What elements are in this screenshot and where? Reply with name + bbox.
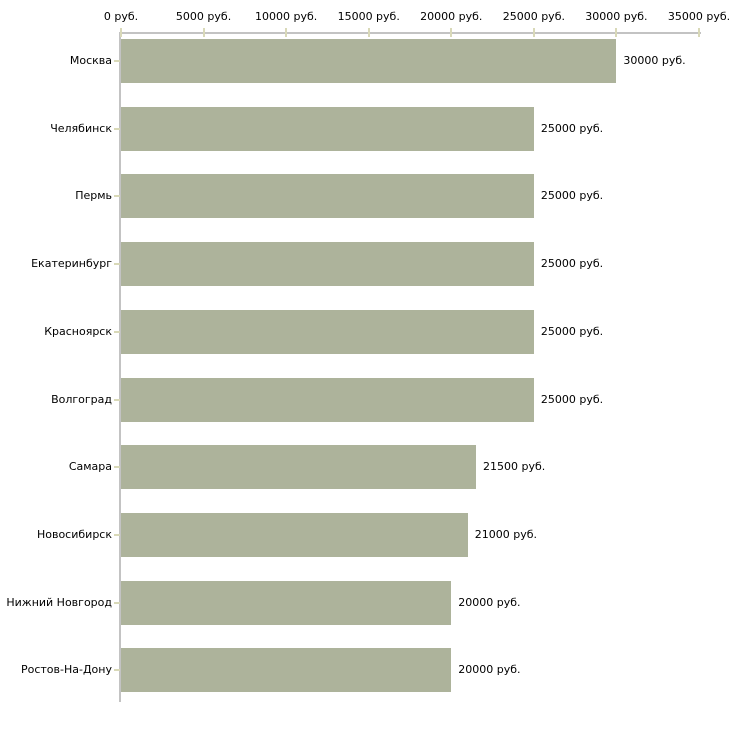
value-label: 25000 руб.	[540, 257, 604, 271]
bar	[121, 512, 468, 557]
value-label: 25000 руб.	[540, 324, 604, 338]
value-label: 21000 руб.	[474, 527, 538, 541]
x-axis-tick	[202, 28, 205, 37]
y-axis-line	[119, 32, 121, 702]
x-axis-tick-label: 35000 руб.	[667, 10, 730, 23]
value-label: 25000 руб.	[540, 189, 604, 203]
category-label: Челябинск	[50, 121, 112, 135]
x-axis-tick-label: 10000 руб.	[255, 10, 318, 23]
bar	[121, 174, 534, 219]
value-label: 30000 руб.	[623, 54, 686, 67]
category-label: Самара	[68, 460, 112, 474]
bar	[121, 445, 477, 490]
category-tick	[114, 195, 120, 198]
x-axis-tick-label: 25000 руб.	[502, 10, 565, 23]
category-label: Красноярск	[44, 324, 112, 338]
category-tick	[114, 466, 120, 469]
x-axis-tick	[450, 28, 453, 37]
category-tick	[114, 127, 120, 130]
category-label: Новосибирск	[36, 527, 112, 541]
category-tick	[114, 330, 120, 333]
value-label: 20000 руб.	[458, 595, 521, 609]
x-axis-tick	[367, 28, 370, 37]
x-axis-tick	[120, 28, 122, 37]
bar	[121, 106, 534, 151]
x-axis-tick-label: 5000 руб.	[175, 10, 232, 23]
category-tick	[114, 263, 120, 266]
x-axis-tick-label: 30000 руб.	[585, 10, 648, 23]
value-label: 25000 руб.	[540, 121, 604, 135]
category-tick	[114, 60, 120, 62]
x-axis-tick	[615, 28, 618, 37]
category-label: Екатеринбург	[31, 257, 112, 271]
bar	[121, 242, 534, 287]
bar	[121, 309, 534, 354]
x-axis-tick-label: 0 руб.	[103, 10, 139, 23]
category-tick	[114, 601, 120, 604]
value-label: 25000 руб.	[540, 392, 604, 406]
x-axis-tick	[285, 28, 288, 37]
category-tick	[114, 669, 120, 672]
x-axis-tick	[532, 28, 535, 37]
x-axis-tick	[698, 28, 700, 37]
category-label: Ростов-На-Дону	[20, 663, 112, 677]
category-label: Нижний Новгород	[6, 595, 112, 609]
value-label: 20000 руб.	[458, 663, 521, 677]
x-axis-tick-label: 15000 руб.	[337, 10, 400, 23]
bar	[121, 648, 452, 693]
bar	[121, 39, 617, 83]
x-axis-line	[119, 32, 701, 34]
x-axis-tick-label: 20000 руб.	[420, 10, 483, 23]
category-label: Москва	[69, 54, 112, 67]
category-label: Пермь	[75, 189, 112, 203]
category-tick	[114, 533, 120, 536]
bar	[121, 580, 452, 625]
bar	[121, 377, 534, 422]
value-label: 21500 руб.	[483, 460, 546, 474]
category-tick	[114, 398, 120, 401]
category-label: Волгоград	[51, 392, 112, 406]
